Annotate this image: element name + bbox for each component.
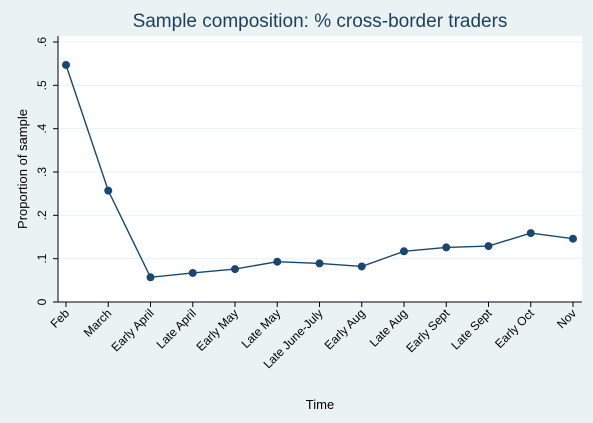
data-point [231, 265, 239, 274]
y-tick-label: .2 [35, 210, 49, 220]
y-tick-label: .6 [35, 37, 49, 47]
data-point [146, 273, 155, 282]
y-tick-label: .3 [35, 167, 49, 177]
y-tick-label: .5 [35, 80, 49, 90]
data-point [484, 242, 493, 251]
y-tick-label: .1 [35, 253, 49, 263]
grid-lines [58, 41, 582, 260]
x-axis-label: Time [306, 397, 334, 412]
y-tick-label: .4 [35, 123, 49, 133]
data-point [104, 186, 113, 195]
y-tick-label: 0 [35, 298, 49, 305]
data-point [188, 268, 197, 277]
y-axis-label: Proportion of sample [15, 109, 30, 229]
data-point [62, 60, 70, 69]
data-point [315, 259, 324, 268]
series-group [62, 60, 577, 282]
y-axis-ticks: 0 .1 .2 .3 .4 .5 .6 [35, 37, 58, 305]
data-point [400, 247, 408, 256]
plot-area [58, 36, 582, 302]
data-point [357, 262, 366, 271]
data-point [442, 243, 451, 252]
data-point [569, 234, 577, 243]
data-point [273, 257, 282, 266]
data-point [526, 229, 535, 238]
chart-title: Sample composition: % cross-border trade… [133, 11, 508, 32]
